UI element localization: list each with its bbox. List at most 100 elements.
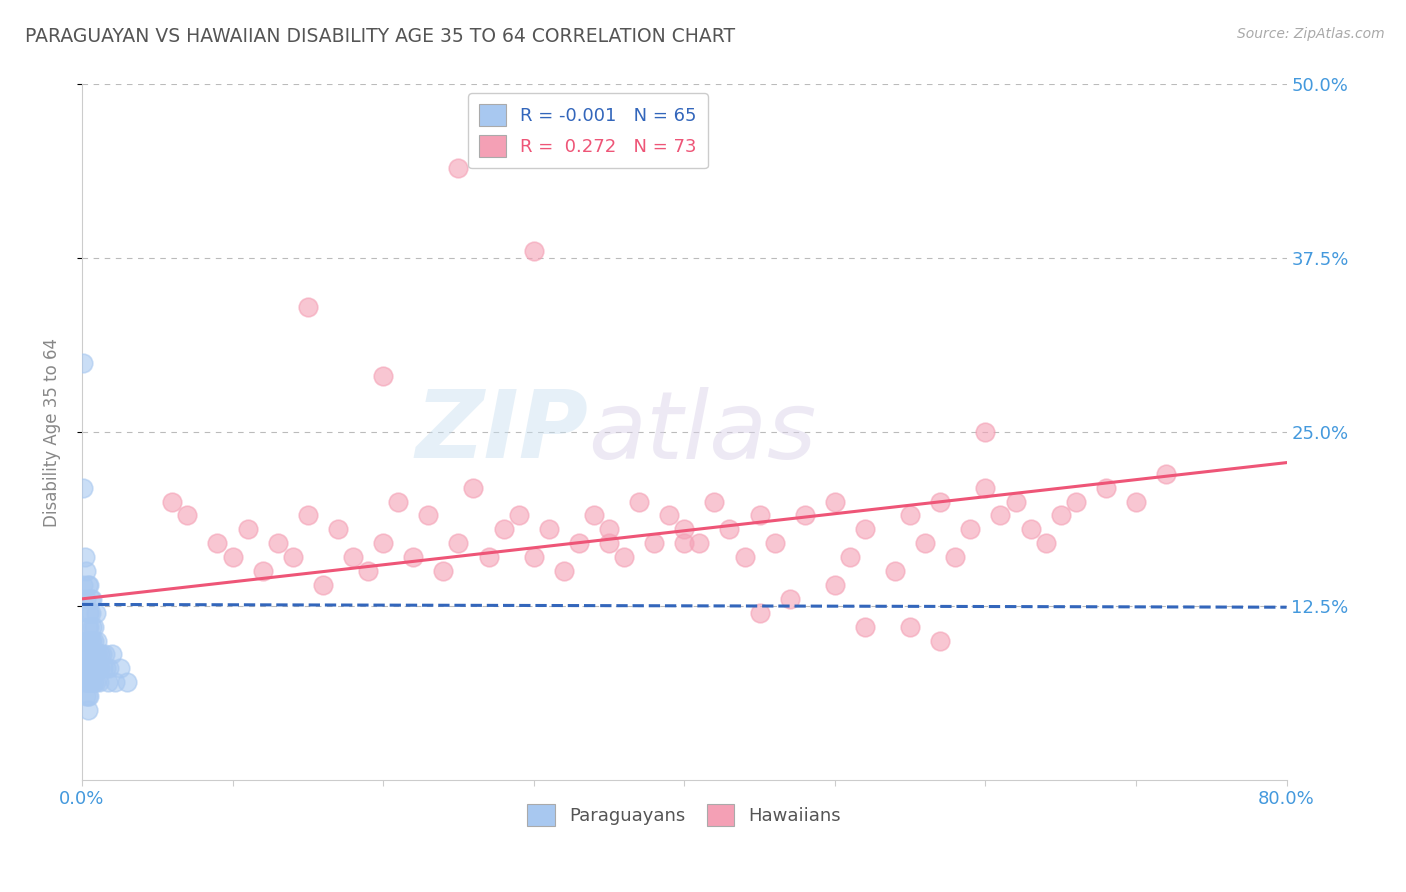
Point bbox=[371, 369, 394, 384]
Legend: Paraguayans, Hawaiians: Paraguayans, Hawaiians bbox=[520, 797, 848, 833]
Point bbox=[568, 536, 591, 550]
Point bbox=[83, 648, 105, 662]
Point bbox=[463, 481, 485, 495]
Point bbox=[77, 675, 100, 690]
Point bbox=[929, 494, 952, 508]
Point bbox=[959, 522, 981, 536]
Point bbox=[1035, 536, 1057, 550]
Point bbox=[281, 550, 304, 565]
Point bbox=[673, 522, 696, 536]
Point bbox=[312, 578, 335, 592]
Point bbox=[84, 648, 107, 662]
Point bbox=[72, 481, 94, 495]
Point bbox=[79, 620, 101, 634]
Point bbox=[89, 648, 111, 662]
Point bbox=[89, 661, 111, 675]
Point bbox=[793, 508, 815, 523]
Point bbox=[297, 508, 319, 523]
Point bbox=[914, 536, 936, 550]
Point bbox=[387, 494, 409, 508]
Point bbox=[703, 494, 725, 508]
Point bbox=[853, 620, 876, 634]
Point bbox=[94, 661, 117, 675]
Point bbox=[734, 550, 756, 565]
Point bbox=[87, 661, 110, 675]
Point bbox=[90, 648, 112, 662]
Text: ZIP: ZIP bbox=[415, 386, 588, 478]
Point bbox=[582, 508, 605, 523]
Text: PARAGUAYAN VS HAWAIIAN DISABILITY AGE 35 TO 64 CORRELATION CHART: PARAGUAYAN VS HAWAIIAN DISABILITY AGE 35… bbox=[25, 27, 735, 45]
Point bbox=[824, 578, 846, 592]
Point bbox=[80, 648, 103, 662]
Point bbox=[79, 606, 101, 620]
Point bbox=[748, 508, 770, 523]
Point bbox=[115, 675, 138, 690]
Point bbox=[673, 536, 696, 550]
Point bbox=[73, 633, 96, 648]
Point bbox=[763, 536, 786, 550]
Point bbox=[371, 536, 394, 550]
Point bbox=[508, 508, 530, 523]
Point bbox=[553, 564, 575, 578]
Point bbox=[93, 648, 115, 662]
Point bbox=[82, 661, 104, 675]
Point bbox=[943, 550, 966, 565]
Point bbox=[477, 550, 499, 565]
Point bbox=[447, 161, 470, 175]
Point bbox=[598, 536, 620, 550]
Point bbox=[79, 648, 101, 662]
Text: Source: ZipAtlas.com: Source: ZipAtlas.com bbox=[1237, 27, 1385, 41]
Point bbox=[236, 522, 259, 536]
Point bbox=[1019, 522, 1042, 536]
Point bbox=[76, 661, 98, 675]
Point bbox=[82, 591, 104, 606]
Point bbox=[83, 661, 105, 675]
Point bbox=[779, 591, 801, 606]
Point bbox=[98, 661, 121, 675]
Point bbox=[77, 648, 100, 662]
Point bbox=[79, 606, 101, 620]
Point bbox=[990, 508, 1012, 523]
Point bbox=[96, 675, 118, 690]
Point bbox=[79, 675, 101, 690]
Point bbox=[523, 244, 546, 259]
Point bbox=[76, 675, 98, 690]
Point bbox=[79, 661, 101, 675]
Point bbox=[824, 494, 846, 508]
Y-axis label: Disability Age 35 to 64: Disability Age 35 to 64 bbox=[44, 337, 60, 526]
Text: atlas: atlas bbox=[588, 386, 815, 477]
Point bbox=[76, 591, 98, 606]
Point bbox=[91, 661, 114, 675]
Point bbox=[1004, 494, 1026, 508]
Point bbox=[1125, 494, 1147, 508]
Point bbox=[342, 550, 364, 565]
Point bbox=[83, 675, 105, 690]
Point bbox=[898, 620, 921, 634]
Point bbox=[76, 689, 98, 703]
Point bbox=[628, 494, 651, 508]
Point bbox=[80, 606, 103, 620]
Point bbox=[598, 522, 620, 536]
Point bbox=[643, 536, 665, 550]
Point bbox=[884, 564, 907, 578]
Point bbox=[974, 481, 997, 495]
Point bbox=[104, 675, 127, 690]
Point bbox=[82, 633, 104, 648]
Point bbox=[72, 578, 94, 592]
Point bbox=[853, 522, 876, 536]
Point bbox=[447, 536, 470, 550]
Point bbox=[492, 522, 515, 536]
Point bbox=[929, 633, 952, 648]
Point bbox=[658, 508, 681, 523]
Point bbox=[86, 648, 108, 662]
Point bbox=[79, 633, 101, 648]
Point bbox=[80, 675, 103, 690]
Point bbox=[87, 675, 110, 690]
Point bbox=[523, 550, 546, 565]
Point bbox=[402, 550, 425, 565]
Point bbox=[77, 620, 100, 634]
Point bbox=[1095, 481, 1118, 495]
Point bbox=[82, 675, 104, 690]
Point bbox=[974, 425, 997, 439]
Point bbox=[79, 578, 101, 592]
